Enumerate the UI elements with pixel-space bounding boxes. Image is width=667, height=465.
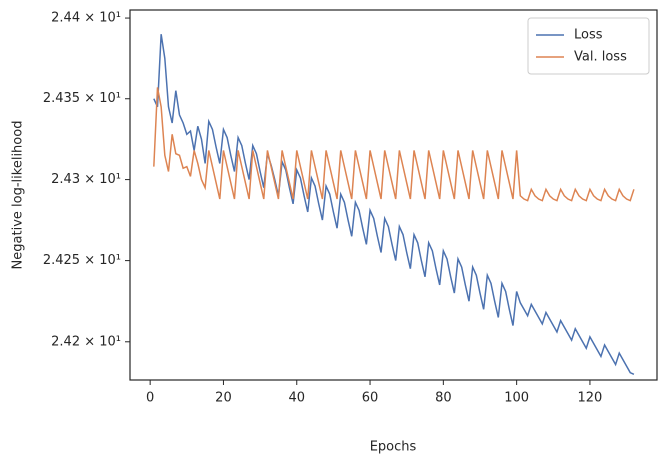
line-series xyxy=(153,34,635,375)
x-axis-label: Epochs xyxy=(370,440,417,455)
plot-area xyxy=(153,34,635,375)
y-tick-label: 2.43 × 10¹ xyxy=(51,172,121,187)
x-tick-label: 100 xyxy=(504,391,529,406)
x-tick-label: 20 xyxy=(215,391,232,406)
x-tick-label: 60 xyxy=(362,391,379,406)
x-tick-label: 0 xyxy=(146,391,154,406)
y-tick-label: 2.425 × 10¹ xyxy=(43,253,121,268)
legend-box xyxy=(527,17,650,75)
x-tick-label: 120 xyxy=(578,391,603,406)
x-tick-label: 80 xyxy=(435,391,452,406)
y-tick-label: 2.44 × 10¹ xyxy=(51,11,121,26)
x-tick-label: 40 xyxy=(288,391,305,406)
legend-label: Loss xyxy=(574,28,603,43)
line-series xyxy=(153,87,635,202)
axes-frame xyxy=(129,9,658,381)
y-tick-label: 2.435 × 10¹ xyxy=(43,91,121,106)
legend-label: Val. loss xyxy=(574,50,627,65)
y-axis-label: Negative log-likelihood xyxy=(11,121,26,270)
y-tick-label: 2.42 × 10¹ xyxy=(51,334,121,349)
